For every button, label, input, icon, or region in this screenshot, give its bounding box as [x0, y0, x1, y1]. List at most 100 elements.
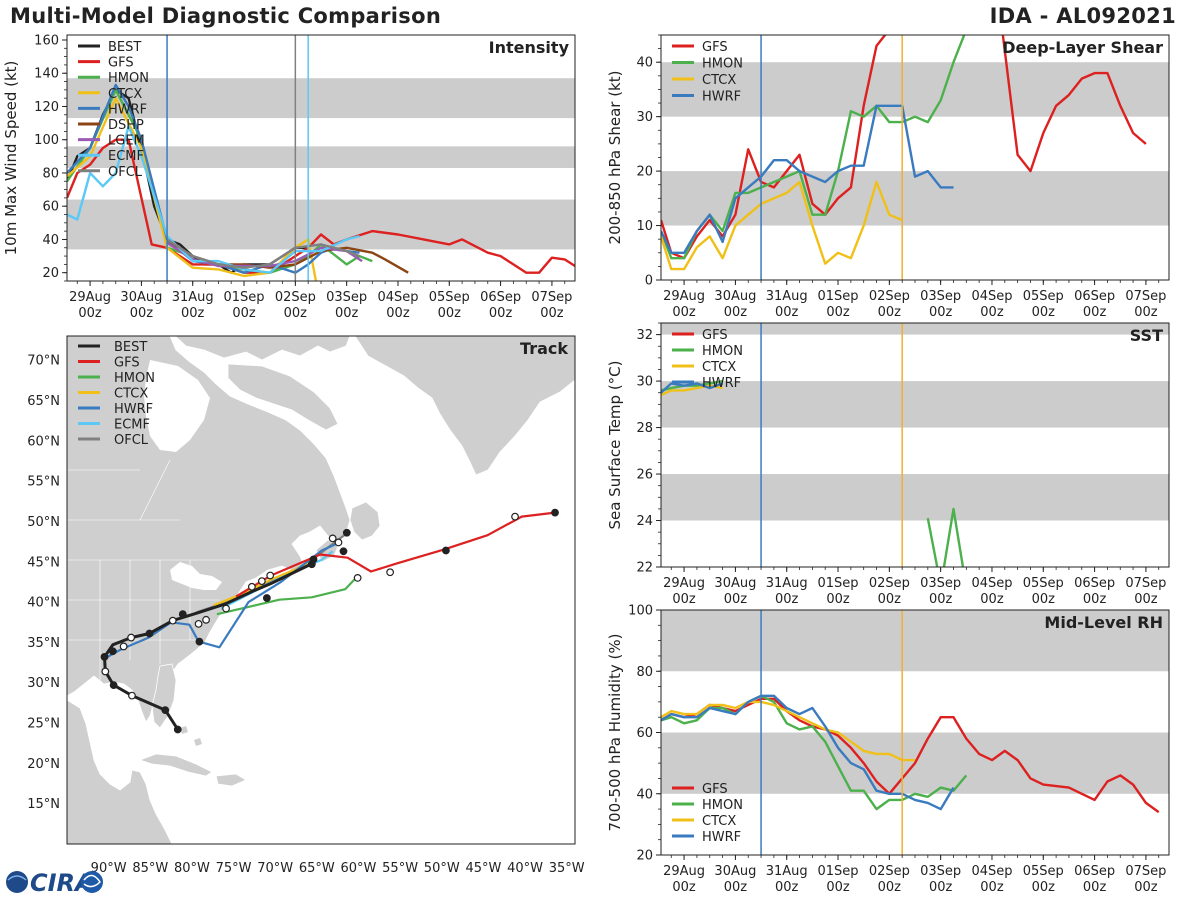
sst-xtick-day: 31Aug: [766, 576, 808, 591]
shear-xtick-day: 06Sep: [1074, 289, 1115, 304]
intensity-xtick-hour: 00z: [335, 306, 359, 321]
track-marker: [109, 681, 118, 690]
intensity-xtick-hour: 00z: [438, 306, 462, 321]
shear-ytick-label: 10: [636, 219, 653, 234]
track-title: Track: [520, 339, 568, 358]
track-ytick-label: 25°N: [27, 717, 60, 732]
sst-ytick-label: 28: [636, 421, 653, 436]
track-xtick-label: 35°W: [549, 861, 585, 876]
track-marker: [334, 538, 343, 547]
intensity-xtick-hour: 00z: [284, 306, 308, 321]
sst-band-1: [661, 381, 1169, 428]
sst-ytick-label: 26: [636, 468, 653, 483]
sst-xtick-hour: 00z: [775, 592, 799, 607]
land-greenland: [354, 336, 575, 476]
track-legend-label: BEST: [114, 340, 147, 355]
track-axes: 90°W 85°W 80°W 75°W 70°W 65°W 60°W 55°W 50°W 45°W…: [27, 354, 585, 876]
track-marker: [342, 528, 351, 537]
shear-xtick-day: 03Sep: [920, 289, 961, 304]
track-marker: [202, 615, 210, 624]
rh-legend-label: HWRF: [702, 830, 741, 845]
track-marker: [353, 574, 362, 582]
intensity-ytick-label: 160: [34, 33, 59, 48]
land-florida: [151, 663, 177, 729]
shear-xtick-hour: 00z: [724, 305, 748, 320]
track-marker: [262, 594, 271, 602]
water-great-lakes: [170, 562, 222, 590]
track-marker: [168, 616, 177, 625]
track-ytick-label: 45°N: [27, 555, 60, 570]
track-ytick-label: 15°N: [27, 797, 60, 812]
sst-xtick-hour: 00z: [1032, 592, 1056, 607]
shear-xtick-day: 04Sep: [971, 289, 1012, 304]
shear-title: Deep-Layer Shear: [1002, 38, 1163, 57]
shear-ytick-label: 30: [636, 110, 653, 125]
rh-ytick-label: 80: [636, 665, 653, 680]
shear-xtick-hour: 00z: [929, 305, 953, 320]
track-xtick-label: 40°W: [507, 861, 543, 876]
sst-xtick-day: 05Sep: [1023, 576, 1064, 591]
rh-xtick-day: 06Sep: [1074, 864, 1115, 879]
track-marker: [161, 706, 170, 715]
land-cuba: [138, 753, 213, 777]
rh-xtick-hour: 00z: [980, 880, 1004, 895]
shear-xtick-hour: 00z: [1032, 305, 1056, 320]
intensity-band-2: [67, 78, 575, 119]
shear-line-ctcx: [661, 180, 903, 271]
track-xtick-label: 50°W: [424, 861, 460, 876]
intensity-legend-label: LGEM: [108, 134, 145, 149]
shear-xtick-day: 02Sep: [869, 289, 910, 304]
intensity-ytick-label: 140: [34, 67, 59, 82]
track-marker: [511, 512, 519, 521]
rh-xtick-hour: 00z: [1083, 880, 1107, 895]
intensity-xtick-hour: 00z: [130, 306, 154, 321]
track-legend-label: HWRF: [114, 402, 153, 417]
track-marker: [442, 546, 450, 555]
intensity-xtick-hour: 00z: [78, 306, 102, 321]
sst-xtick-hour: 00z: [1083, 592, 1107, 607]
rh-xtick-day: 04Sep: [971, 864, 1012, 879]
track-marker: [173, 725, 182, 734]
track-marker: [100, 653, 109, 661]
shear-xtick-hour: 00z: [672, 305, 696, 320]
sst-xtick-day: 03Sep: [920, 576, 961, 591]
sst-xtick-day: 02Sep: [869, 576, 910, 591]
shear-ytick-label: 40: [636, 56, 653, 71]
intensity-xtick-day: 04Sep: [377, 290, 418, 305]
shear-legend-label: CTCX: [702, 73, 736, 88]
intensity-xtick-day: 05Sep: [429, 290, 470, 305]
track-xtick-label: 90°W: [91, 861, 127, 876]
rh-xtick-day: 05Sep: [1023, 864, 1064, 879]
intensity-ytick-label: 40: [42, 233, 59, 248]
land-mexico: [67, 699, 173, 844]
rh-xtick-hour: 00z: [1134, 880, 1158, 895]
rh-ylabel: 700-500 hPa Humidity (%): [606, 633, 624, 831]
intensity-legend-label: HWRF: [108, 102, 147, 117]
intensity-xtick-day: 06Sep: [480, 290, 521, 305]
intensity-legend-label: BEST: [108, 40, 141, 55]
intensity-xtick-hour: 00z: [232, 306, 256, 321]
intensity-xtick-day: 03Sep: [326, 290, 367, 305]
track-xtick-label: 75°W: [216, 861, 252, 876]
sst-xtick-day: 06Sep: [1074, 576, 1115, 591]
track-ytick-label: 55°N: [27, 475, 60, 490]
storm-id: IDA - AL092021: [989, 4, 1176, 28]
track-marker: [222, 604, 230, 613]
shear-legend-label: GFS: [702, 40, 728, 55]
sst-ytick-label: 24: [636, 514, 653, 529]
intensity-legend-label: GFS: [108, 56, 134, 71]
track-marker: [145, 629, 154, 638]
rh-series-group: [661, 694, 1160, 814]
shear-ytick-label: 20: [636, 165, 653, 180]
intensity-legend-label: CTCX: [108, 87, 142, 102]
track-marker: [195, 637, 204, 646]
intensity-line-ofcl: [166, 238, 360, 269]
track-xtick-label: 45°W: [465, 861, 501, 876]
sst-legend-label: HMON: [702, 344, 743, 359]
sst-xtick-day: 29Aug: [663, 576, 705, 591]
track-ytick-label: 40°N: [27, 596, 60, 611]
intensity-xtick-day: 01Sep: [224, 290, 265, 305]
rh-title: Mid-Level RH: [1044, 613, 1163, 632]
land-arctic-islands: [174, 336, 351, 361]
